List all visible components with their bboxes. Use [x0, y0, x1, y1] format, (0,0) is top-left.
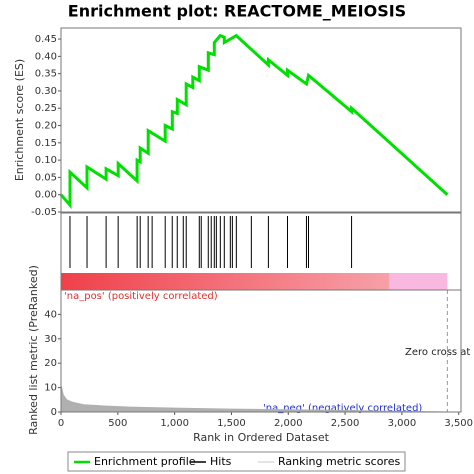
- panel-frame: [60, 289, 462, 413]
- chart-title: Enrichment plot: REACTOME_MEIOSIS: [68, 2, 406, 21]
- legend-label: Hits: [210, 455, 232, 468]
- x-tick-label: 2,000: [274, 418, 303, 429]
- legend-label: Enrichment profile: [94, 455, 196, 468]
- x-tick-label: 1,000: [160, 418, 189, 429]
- y-tick-label: 0: [51, 407, 57, 418]
- zero-label: Zero cross at: [405, 347, 470, 358]
- y-tick-label: 0.20: [35, 121, 57, 132]
- y-tick-label: 0.35: [35, 69, 57, 80]
- y-tick-label: 0.25: [35, 103, 57, 114]
- y-axis-label: Enrichment score (ES): [13, 59, 26, 181]
- x-tick-label: 0: [58, 418, 64, 429]
- y-tick-label: 0.45: [35, 34, 57, 45]
- y-axis-label: Ranked list metric (PreRanked): [27, 265, 40, 435]
- y-tick-label: 0.05: [35, 172, 57, 183]
- pos-label: 'na_pos' (positively correlated): [64, 291, 218, 302]
- y-tick-label: 20: [44, 358, 57, 369]
- x-axis-label: Rank in Ordered Dataset: [193, 431, 330, 444]
- enrichment-line: [59, 33, 449, 210]
- y-tick-label: 0.40: [35, 51, 57, 62]
- x-tick-label: 500: [108, 418, 127, 429]
- legend: [67, 451, 406, 472]
- y-tick-label: 0.10: [35, 155, 57, 166]
- x-tick-label: 2,500: [331, 418, 360, 429]
- y-tick-label: 30: [44, 334, 57, 345]
- color-bar-neg: [389, 273, 448, 290]
- x-tick-label: 3,500: [444, 418, 473, 429]
- y-tick-label: 10: [44, 383, 57, 394]
- color-bar-pos: [61, 273, 390, 290]
- y-tick-label: 0.00: [35, 190, 57, 201]
- panel-frame: [60, 27, 462, 213]
- y-tick-label: 40: [44, 309, 57, 320]
- y-tick-label: 0.15: [35, 138, 57, 149]
- legend-label: Ranking metric scores: [278, 455, 400, 468]
- x-tick-label: 1,500: [217, 418, 246, 429]
- y-tick-label: -0.05: [31, 207, 57, 218]
- neg-label: 'na_neg' (negatively correlated): [263, 403, 422, 414]
- y-tick-label: 0.30: [35, 86, 57, 97]
- x-tick-label: 3,000: [388, 418, 417, 429]
